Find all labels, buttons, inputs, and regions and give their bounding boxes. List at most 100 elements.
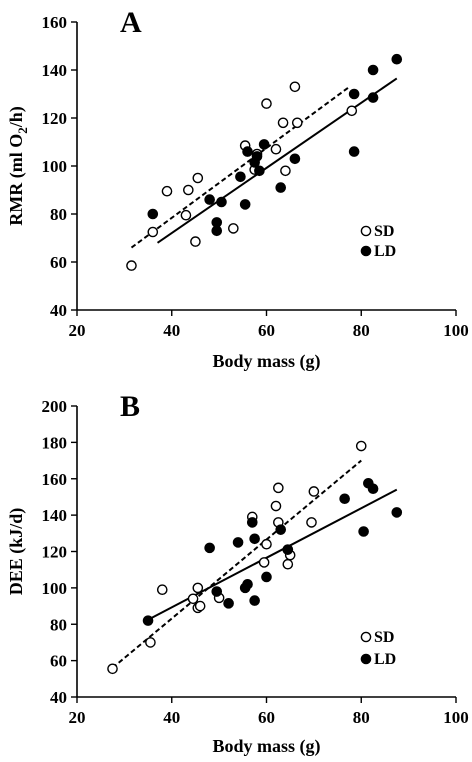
sd-point <box>261 98 272 109</box>
ld-point <box>391 507 403 518</box>
y-tick-label: 140 <box>42 61 68 80</box>
ld-point <box>367 92 379 103</box>
legend-marker-sd <box>360 631 372 643</box>
ld-point <box>204 194 215 205</box>
ld-point <box>235 171 246 183</box>
sd-point <box>192 582 204 594</box>
ld-point <box>147 208 159 220</box>
sd-point <box>190 236 201 247</box>
legend-marker-ld <box>360 245 372 257</box>
x-tick-label: 40 <box>163 708 180 727</box>
y-tick-label: 140 <box>42 506 68 525</box>
ld-point <box>239 199 251 210</box>
ld-point <box>339 493 350 505</box>
ld-point <box>204 542 215 554</box>
sd-point <box>161 185 173 197</box>
sd-point <box>156 584 168 595</box>
ld-point <box>367 483 379 495</box>
y-tick-label: 160 <box>42 470 68 489</box>
sd-point <box>194 600 206 612</box>
sd-point <box>273 482 284 494</box>
y-tick-label: 120 <box>42 109 68 128</box>
sd-point <box>258 557 270 568</box>
panel-label: B <box>120 390 140 423</box>
y-tick-label: 180 <box>42 433 68 452</box>
sd-point <box>346 105 358 117</box>
x-tick-label: 20 <box>69 321 86 340</box>
x-tick-label: 20 <box>69 708 86 727</box>
y-tick-label: 80 <box>50 615 67 634</box>
panel-label: A <box>120 6 142 39</box>
x-tick-label: 60 <box>258 708 275 727</box>
y-tick-label: 60 <box>50 253 67 272</box>
ld-point <box>249 533 260 545</box>
ld-point <box>251 151 263 162</box>
y-tick-label: 40 <box>50 688 67 707</box>
sd-point <box>270 143 282 155</box>
legend-label-ld: LD <box>374 651 396 668</box>
ld-point <box>242 578 253 590</box>
sd-point <box>187 593 199 605</box>
sd-point <box>280 165 291 177</box>
sd-point <box>183 184 194 196</box>
y-tick-label: 160 <box>42 13 68 32</box>
y-tick-label: 120 <box>42 543 68 562</box>
y-tick-label: 100 <box>42 157 68 176</box>
legend-label-sd: SD <box>374 629 394 646</box>
sd-point <box>277 117 289 129</box>
ld-point <box>367 64 379 76</box>
legend-marker-ld <box>360 653 372 665</box>
x-tick-label: 100 <box>443 708 469 727</box>
sd-point <box>107 663 118 675</box>
sd-point <box>180 209 192 221</box>
ld-fit-line <box>156 77 398 244</box>
ld-point <box>254 165 265 177</box>
sd-point <box>145 637 156 648</box>
ld-point <box>289 153 301 165</box>
x-axis-label: Body mass (g) <box>212 351 320 372</box>
ld-point <box>246 517 258 528</box>
ld-point <box>142 615 154 626</box>
ld-point <box>391 53 403 65</box>
ld-point <box>211 225 223 237</box>
y-tick-label: 80 <box>50 205 67 224</box>
sd-point <box>270 500 282 512</box>
ld-point <box>348 88 360 100</box>
sd-fit-line <box>130 85 350 249</box>
sd-point <box>126 260 137 271</box>
ld-point <box>261 571 272 583</box>
ld-point <box>275 524 287 535</box>
legend-label-sd: SD <box>374 223 394 240</box>
ld-point <box>282 544 294 555</box>
ld-point <box>249 595 260 606</box>
sd-point <box>147 226 159 238</box>
ld-point <box>223 598 234 609</box>
sd-fit-line <box>111 459 362 669</box>
legend-label-ld: LD <box>374 243 396 260</box>
legend-marker-sd <box>360 225 372 237</box>
x-tick-label: 80 <box>353 321 370 340</box>
y-tick-label: 60 <box>50 652 67 671</box>
ld-point <box>358 526 369 537</box>
ld-point <box>275 182 287 193</box>
sd-point <box>282 558 294 570</box>
y-tick-label: 200 <box>42 397 68 416</box>
sd-point <box>261 538 272 550</box>
y-tick-label: 40 <box>50 301 67 320</box>
sd-point <box>192 172 204 184</box>
y-tick-label: 100 <box>42 579 68 598</box>
ld-point <box>348 146 360 157</box>
sd-point <box>228 223 239 234</box>
ld-point <box>216 196 227 208</box>
sd-point <box>355 440 367 452</box>
x-tick-label: 60 <box>258 321 275 340</box>
sd-point <box>306 517 317 528</box>
y-axis-label: RMR (ml O2/h) <box>6 106 30 226</box>
ld-point <box>232 537 244 548</box>
sd-point <box>291 117 303 129</box>
ld-point <box>211 586 223 597</box>
x-tick-label: 40 <box>163 321 180 340</box>
